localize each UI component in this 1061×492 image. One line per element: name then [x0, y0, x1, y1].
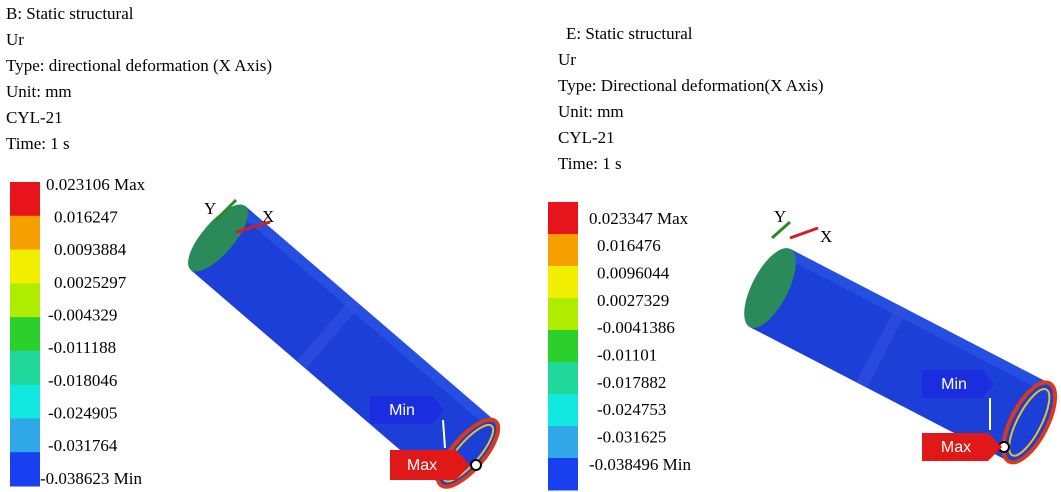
header-line: CYL-21	[558, 128, 615, 147]
legend-band	[10, 452, 40, 486]
legend-label: -0.017882	[597, 373, 666, 392]
legend-band	[10, 351, 40, 385]
legend-band	[548, 330, 578, 363]
legend-band	[10, 250, 40, 284]
header-line: Type: Directional deformation(X Axis)	[558, 76, 824, 95]
max-point	[471, 460, 481, 470]
legend-band	[548, 234, 578, 267]
legend-band	[10, 182, 40, 216]
legend-label: -0.024905	[48, 404, 117, 423]
legend-label: -0.031625	[597, 428, 666, 447]
max-label: Max	[941, 439, 971, 456]
header-line: Ur	[558, 50, 576, 69]
legend-band	[548, 458, 578, 491]
legend-band	[548, 298, 578, 331]
header-line: Time: 1 s	[6, 134, 70, 153]
legend-label: -0.011188	[48, 338, 116, 357]
header-line: CYL-21	[6, 108, 63, 127]
legend-band	[548, 202, 578, 235]
axis-arrow	[790, 228, 818, 238]
header-line: Type: directional deformation (X Axis)	[6, 56, 272, 75]
legend-band	[548, 394, 578, 427]
legend-label: 0.0027329	[597, 291, 669, 310]
legend-label: -0.004329	[48, 306, 117, 325]
max-label: Max	[407, 457, 437, 474]
header-line: Unit: mm	[558, 102, 624, 121]
legend-label: -0.031764	[48, 436, 118, 455]
min-label: Min	[941, 376, 967, 393]
header-line: E: Static structural	[566, 24, 693, 43]
axis-label: Y	[204, 199, 216, 218]
legend-label: -0.018046	[48, 371, 117, 390]
legend-label: 0.016247	[54, 208, 118, 227]
legend-band	[10, 216, 40, 250]
legend-band	[548, 362, 578, 395]
legend-label: -0.01101	[597, 346, 657, 365]
axis-label: Y	[774, 207, 786, 226]
axis-label: X	[820, 227, 832, 246]
legend-band	[10, 317, 40, 351]
legend-band	[548, 266, 578, 299]
legend-label: -0.0041386	[597, 318, 675, 337]
legend-band	[10, 385, 40, 419]
legend-label: -0.038496 Min	[589, 455, 692, 474]
legend-label: 0.023106 Max	[46, 175, 146, 194]
header-line: Ur	[6, 30, 24, 49]
cylinder	[178, 196, 507, 492]
min-label: Min	[389, 402, 415, 419]
legend-label: 0.0025297	[54, 273, 127, 292]
header-line: Unit: mm	[6, 82, 72, 101]
legend-band	[10, 418, 40, 452]
cylinder	[734, 241, 1061, 470]
legend-label: 0.0093884	[54, 240, 127, 259]
legend-label: 0.016476	[597, 236, 661, 255]
legend-band	[548, 426, 578, 459]
header-line: Time: 1 s	[558, 154, 622, 173]
figure: Min Max Y X Min Max Y X B: Static struct…	[0, 0, 1061, 492]
header-line: B: Static structural	[6, 4, 134, 23]
legend-label: -0.024753	[597, 400, 666, 419]
legend-label: 0.0096044	[597, 264, 670, 283]
legend-band	[10, 283, 40, 317]
legend-label: 0.023347 Max	[589, 209, 689, 228]
legend-label: -0.038623 Min	[40, 469, 143, 488]
axis-label: X	[262, 207, 274, 226]
